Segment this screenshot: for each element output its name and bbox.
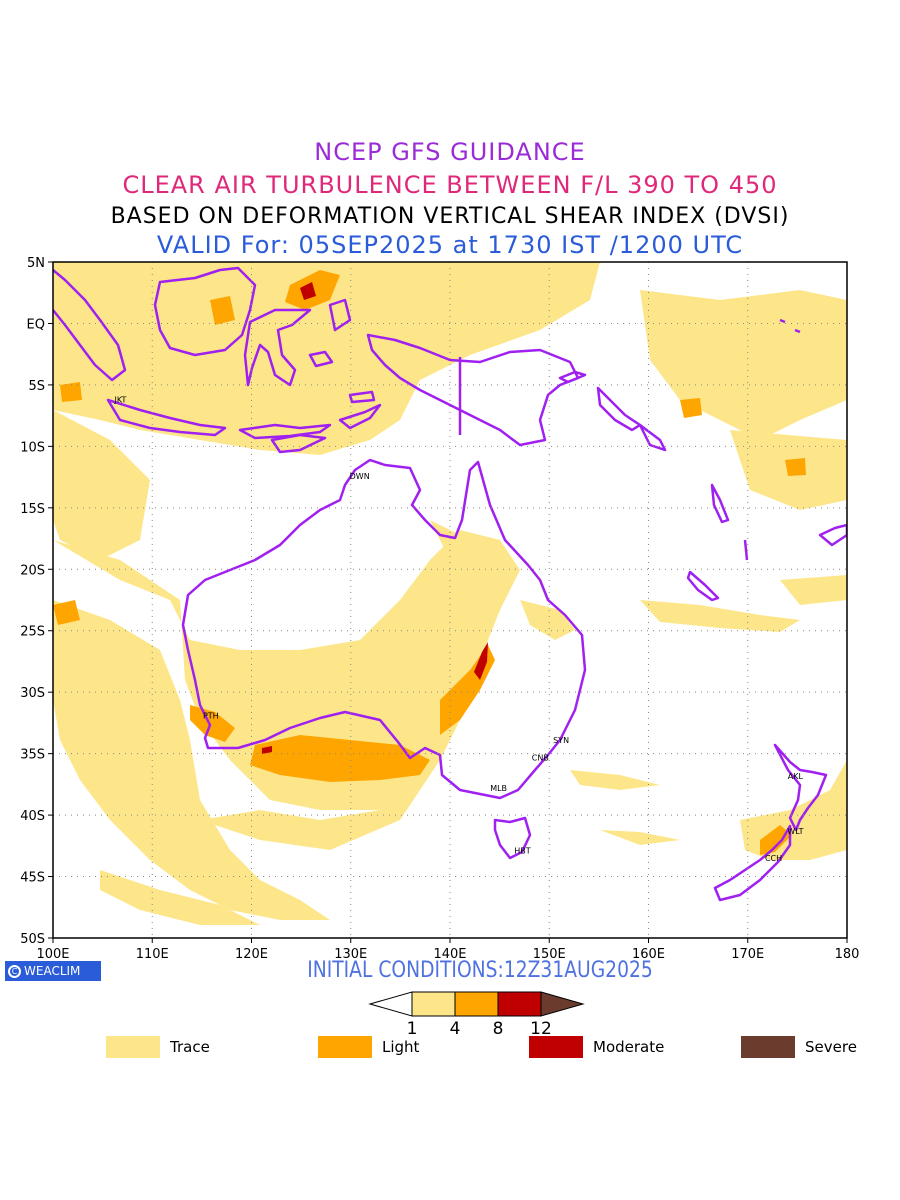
city-label-akl: AKL xyxy=(788,772,804,781)
latitude-label: 5S xyxy=(28,379,45,394)
longitude-label: 150E xyxy=(533,947,566,962)
city-label-hbt: HBT xyxy=(514,847,531,856)
longitude-label: 160E xyxy=(632,947,665,962)
weaclim-logo: C WEACLIM xyxy=(5,961,101,981)
moderate-regions xyxy=(262,282,488,754)
legend-light-swatch xyxy=(318,1036,372,1058)
java-coastline xyxy=(106,398,227,437)
initial-conditions-label: INITIAL CONDITIONS:12Z31AUG2025 xyxy=(307,958,653,983)
title-method: BASED ON DEFORMATION VERTICAL SHEAR INDE… xyxy=(110,204,790,229)
city-label-wlt: WLT xyxy=(787,827,803,836)
legend-trace: Trace xyxy=(106,1036,210,1058)
sumatra-coastline xyxy=(53,269,127,382)
legend-light-label: Light xyxy=(382,1038,420,1056)
longitude-label: 180 xyxy=(835,947,860,962)
legend-trace-swatch xyxy=(106,1036,160,1058)
city-label-pth: PTH xyxy=(203,712,219,721)
latitude-label: 40S xyxy=(20,809,45,824)
latitude-label: 5N xyxy=(27,256,45,271)
latitude-label: 35S xyxy=(20,748,45,763)
city-label-jkt: JKT xyxy=(114,396,127,405)
city-label-syn: SYN xyxy=(553,736,569,745)
city-markers: JKT DWN PTH SYN CNB MLB HBT AKL WLT CCH xyxy=(114,396,804,863)
coastlines xyxy=(53,266,847,902)
longitude-label: 100E xyxy=(36,947,69,962)
longitude-label: 120E xyxy=(235,947,268,962)
legend-severe: Severe xyxy=(741,1036,857,1058)
latitude-label: EQ xyxy=(27,317,45,332)
borneo-coastline xyxy=(153,266,257,357)
longitude-label: 110E xyxy=(136,947,169,962)
city-label-mlb: MLB xyxy=(490,784,507,793)
title-model: NCEP GFS GUIDANCE xyxy=(314,138,586,166)
latitude-label: 50S xyxy=(20,932,45,947)
legend-trace-label: Trace xyxy=(170,1038,210,1056)
latitude-label: 10S xyxy=(20,440,45,455)
city-label-cch: CCH xyxy=(765,854,782,863)
city-label-dwn: DWN xyxy=(350,472,370,481)
legend-moderate-label: Moderate xyxy=(593,1038,665,1056)
latitude-labels: 5N EQ 5S 10S 15S 20S 25S 30S 35S 40S 45S 50S xyxy=(20,256,53,947)
light-regions xyxy=(53,270,806,855)
longitude-label: 170E xyxy=(731,947,764,962)
nz-north-coastline xyxy=(773,743,828,832)
sulawesi-coastline xyxy=(243,308,312,387)
legend-severe-label: Severe xyxy=(805,1038,857,1056)
latitude-label: 30S xyxy=(20,686,45,701)
nz-south-coastline xyxy=(713,824,792,902)
legend-moderate: Moderate xyxy=(529,1036,664,1058)
new-guinea-coastline xyxy=(366,333,580,447)
weaclim-brand-text: WEACLIM xyxy=(24,964,81,978)
trace-regions xyxy=(53,262,847,925)
longitude-label: 140E xyxy=(433,947,466,962)
latitude-label: 15S xyxy=(20,502,45,517)
title-valid-time: VALID For: 05SEP2025 at 1730 IST /1200 U… xyxy=(156,231,744,259)
legend-moderate-swatch xyxy=(529,1036,583,1058)
latitude-label: 45S xyxy=(20,871,45,886)
latitude-label: 25S xyxy=(20,625,45,640)
tasmania-coastline xyxy=(493,816,532,860)
turbulence-fields xyxy=(53,262,847,925)
city-label-cnb: CNB xyxy=(532,753,549,762)
graticule xyxy=(53,262,847,938)
legend-severe-swatch xyxy=(741,1036,795,1058)
australia-coastline xyxy=(181,458,587,800)
longitude-label: 130E xyxy=(334,947,367,962)
latitude-label: 20S xyxy=(20,563,45,578)
legend-light: Light xyxy=(318,1036,419,1058)
longitude-labels: 100E 110E 120E 130E 140E 150E 160E 170E 180 xyxy=(36,938,859,962)
new-caledonia-coastline xyxy=(686,570,720,602)
copyright-icon: C xyxy=(8,964,21,978)
title-product: CLEAR AIR TURBULENCE BETWEEN F/L 390 TO … xyxy=(122,171,778,199)
